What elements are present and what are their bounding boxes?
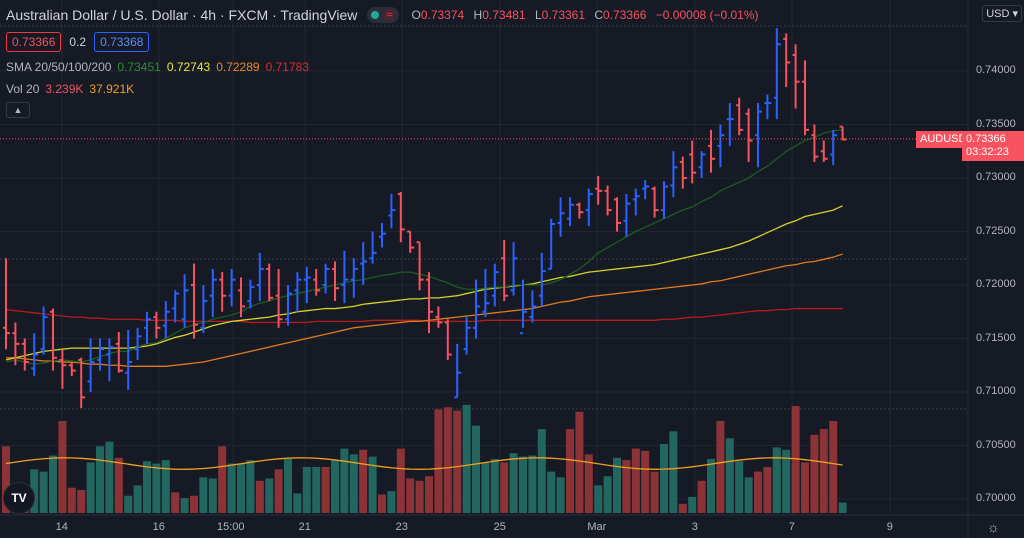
- chevron-up-icon: ▲: [13, 105, 23, 115]
- symbol-price-tag: AUDUSD: [916, 131, 966, 148]
- price-change: −0.00008 (−0.01%): [655, 8, 759, 22]
- time-tick: 9: [886, 521, 893, 533]
- volume-legend[interactable]: Vol 20 3.239K 37.921K: [6, 82, 135, 96]
- sell-button[interactable]: 0.73366: [6, 32, 62, 52]
- tradingview-logo[interactable]: TV: [3, 482, 35, 514]
- time-tick: 23: [395, 521, 408, 533]
- price-tick: 0.71500: [976, 331, 1016, 344]
- spread-value: 0.2: [69, 35, 87, 49]
- currency-selector[interactable]: USD ▾: [982, 5, 1022, 22]
- time-tick: 21: [298, 521, 311, 533]
- market-open-dot-icon: [371, 11, 380, 19]
- price-tick: 0.72000: [976, 278, 1016, 290]
- time-tick: 15:00: [217, 521, 245, 533]
- price-tick: 0.73000: [976, 171, 1016, 183]
- time-tick: 7: [788, 521, 795, 533]
- market-status-toggle[interactable]: ≈: [367, 7, 400, 23]
- price-tick: 0.74000: [976, 64, 1016, 76]
- collapse-legend-button[interactable]: ▲: [6, 102, 30, 118]
- chart-legend: Australian Dollar / U.S. Dollar · 4h · F…: [6, 6, 765, 118]
- price-tick: 0.70500: [976, 438, 1016, 451]
- ohlc-values: O0.73374 H0.73481 L0.73361 C0.73366 −0.0…: [411, 8, 759, 22]
- buy-button[interactable]: 0.73368: [94, 32, 150, 52]
- price-tick: 0.72500: [976, 224, 1016, 237]
- symbol-title[interactable]: Australian Dollar / U.S. Dollar · 4h · F…: [6, 7, 358, 23]
- price-tick: 0.70000: [976, 492, 1016, 504]
- time-tick: 25: [493, 521, 506, 533]
- price-tick: 0.73500: [976, 117, 1016, 130]
- time-tick: 14: [55, 521, 68, 533]
- time-tick: 16: [152, 521, 165, 533]
- price-tick: 0.71000: [976, 385, 1016, 397]
- last-price-label: 0.73366 03:32:23: [962, 131, 1024, 161]
- time-tick: Mar: [587, 521, 607, 533]
- wave-icon: ≈: [383, 9, 396, 21]
- time-tick: 3: [691, 521, 698, 533]
- settings-gear-icon[interactable]: ☼: [987, 519, 1000, 535]
- sma-legend[interactable]: SMA 20/50/100/200 0.73451 0.72743 0.72289 0.…: [6, 60, 309, 74]
